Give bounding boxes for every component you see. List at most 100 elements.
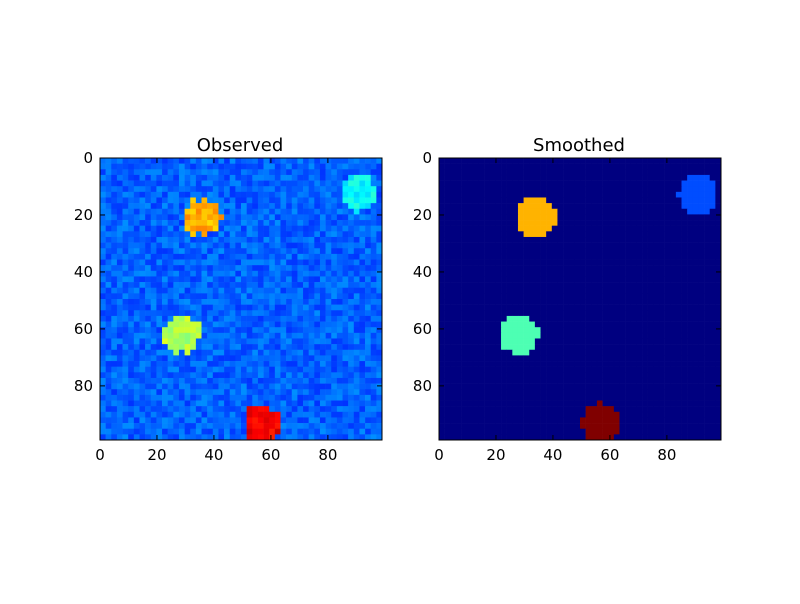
heatmap-cell [529,378,535,384]
heatmap-cell [619,401,625,407]
heatmap-cell [687,355,693,361]
heatmap-cell [619,186,625,192]
heatmap-cell [106,338,112,344]
heatmap-cell [359,164,365,170]
heatmap-cell [190,350,196,356]
heatmap-cell [687,406,693,412]
heatmap-cell [642,378,648,384]
heatmap-cell [314,417,320,423]
heatmap-cell [467,395,473,401]
heatmap-cell [309,237,315,243]
heatmap-cell [117,338,123,344]
heatmap-cell [213,384,219,390]
heatmap-cell [670,361,676,367]
heatmap-cell [586,220,592,226]
heatmap-cell [665,299,671,305]
heatmap-cell [563,288,569,294]
heatmap-cell [529,282,535,288]
heatmap-cell [715,389,721,395]
heatmap-cell [591,327,597,333]
heatmap-cell [145,254,151,260]
heatmap-cell [207,197,213,203]
heatmap-cell [292,333,298,339]
heatmap-cell [439,395,445,401]
heatmap-cell [687,299,693,305]
heatmap-cell [631,384,637,390]
heatmap-cell [202,417,208,423]
heatmap-cell [586,288,592,294]
heatmap-cell [473,395,479,401]
heatmap-cell [371,299,377,305]
heatmap-cell [653,248,659,254]
heatmap-cell [275,260,281,266]
heatmap-cell [269,310,275,316]
heatmap-cell [151,372,157,378]
heatmap-cell [467,434,473,440]
heatmap-cell [354,429,360,435]
heatmap-cell [529,412,535,418]
heatmap-cell [376,248,382,254]
heatmap-cell [241,282,247,288]
heatmap-cell [512,293,518,299]
heatmap-cell [642,322,648,328]
heatmap-cell [145,389,151,395]
heatmap-cell [134,271,140,277]
heatmap-cell [636,181,642,187]
heatmap-cell [252,220,258,226]
heatmap-cell [320,350,326,356]
heatmap-cell [359,372,365,378]
heatmap-cell [450,344,456,350]
heatmap-cell [535,395,541,401]
heatmap-cell [546,164,552,170]
heatmap-cell [648,260,654,266]
heatmap-cell [314,231,320,237]
heatmap-cell [320,181,326,187]
heatmap-cell [665,355,671,361]
heatmap-cell [297,192,303,198]
heatmap-cell [218,333,224,339]
heatmap-cell [365,372,371,378]
heatmap-cell [535,333,541,339]
heatmap-cell [704,372,710,378]
heatmap-cell [134,316,140,322]
heatmap-cell [535,429,541,435]
heatmap-cell [139,248,145,254]
heatmap-cell [625,248,631,254]
heatmap-cell [445,417,451,423]
heatmap-cell [597,316,603,322]
heatmap-cell [111,378,117,384]
heatmap-cell [337,389,343,395]
heatmap-cell [269,197,275,203]
heatmap-cell [552,361,558,367]
heatmap-cell [529,243,535,249]
heatmap-cell [473,316,479,322]
heatmap-cell [591,417,597,423]
heatmap-cell [591,378,597,384]
heatmap-cell [473,158,479,164]
heatmap-cell [309,367,315,373]
heatmap-cell [264,327,270,333]
heatmap-cell [106,412,112,418]
heatmap-cell [106,322,112,328]
heatmap-cell [557,372,563,378]
heatmap-cell [213,355,219,361]
heatmap-cell [614,197,620,203]
heatmap-cell [693,338,699,344]
heatmap-cell [365,367,371,373]
heatmap-cell [348,350,354,356]
heatmap-cell [546,372,552,378]
heatmap-cell [682,355,688,361]
heatmap-cell [314,260,320,266]
heatmap-cell [563,164,569,170]
heatmap-cell [450,231,456,237]
heatmap-cell [557,384,563,390]
heatmap-cell [207,372,213,378]
heatmap-cell [636,203,642,209]
heatmap-cell [687,327,693,333]
heatmap-cell [535,406,541,412]
heatmap-cell [258,209,264,215]
heatmap-cell [207,158,213,164]
heatmap-cell [213,164,219,170]
heatmap-cell [376,401,382,407]
heatmap-cell [303,401,309,407]
